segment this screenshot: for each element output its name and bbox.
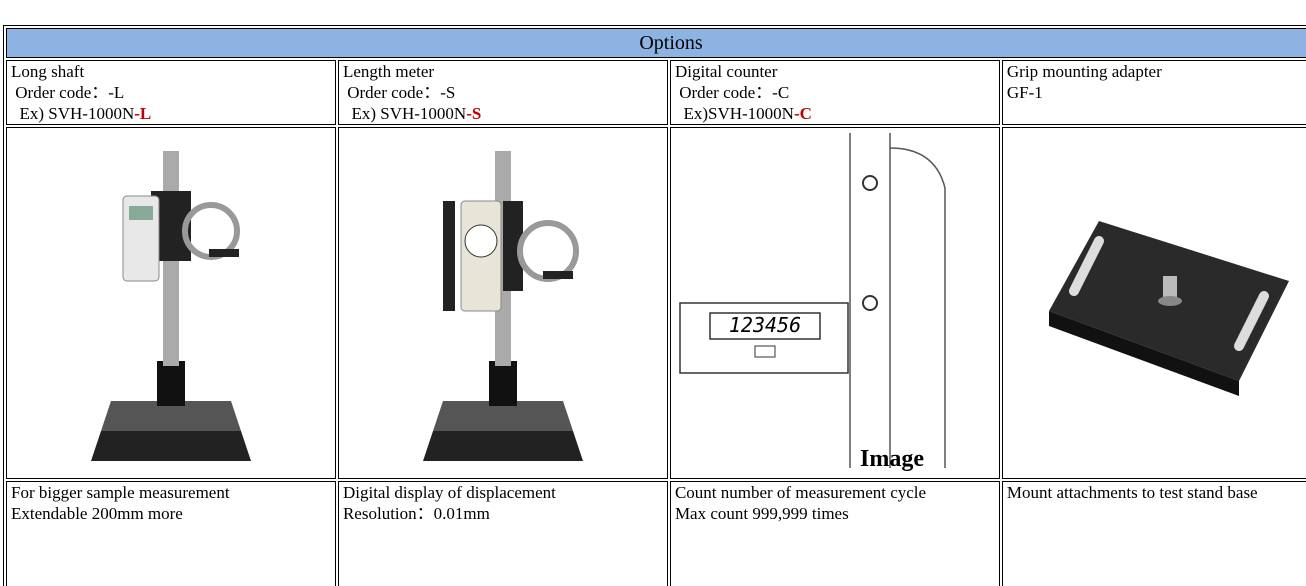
cell: Grip mounting adapter GF-1: [1001, 60, 1306, 125]
cell: Digital display of displacement Resolutio…: [337, 481, 668, 586]
cell: Mount attachments to test stand base: [1001, 481, 1306, 586]
description: For bigger sample measurement: [11, 483, 230, 502]
image-cell: [1001, 127, 1306, 479]
option-name: Grip mounting adapter: [1006, 62, 1162, 81]
description: Digital display of displacement: [342, 483, 556, 502]
counter-image: 123456 Image: [679, 133, 946, 472]
example: Ex)SVH-1000N-C: [675, 103, 995, 124]
options-table: Options Long shaft Order code：-L Ex) SVH…: [3, 25, 1306, 586]
description: Resolution：0.01mm: [342, 504, 490, 523]
order-code: Order code：-C: [674, 83, 790, 102]
cell: For bigger sample measurement Extendable …: [6, 481, 336, 586]
stand-image: [422, 150, 583, 461]
stand-image: [90, 150, 251, 461]
counter-display: 123456: [729, 313, 801, 337]
example-prefix: Ex)SVH-1000N: [674, 104, 794, 123]
image-cell: [337, 127, 668, 479]
image-caption: Image: [860, 446, 924, 472]
cell: Long shaft Order code：-L Ex) SVH-1000N-L: [6, 60, 336, 125]
example: Ex) SVH-1000N-L: [11, 103, 331, 124]
description: Mount attachments to test stand base: [1006, 483, 1258, 502]
image-cell: [6, 127, 336, 479]
example-suffix: -C: [793, 104, 812, 123]
example: Ex) SVH-1000N-S: [343, 103, 663, 124]
example-suffix: -L: [134, 104, 152, 123]
order-code: GF-1: [1006, 83, 1043, 102]
adapter-image: [1048, 220, 1289, 396]
option-name: Length meter: [342, 62, 435, 81]
order-code: Order code：-S: [342, 83, 456, 102]
description: Extendable 200mm more: [11, 504, 183, 523]
example-prefix: Ex) SVH-1000N: [11, 104, 135, 123]
cell: Count number of measurement cycle Max cou…: [669, 481, 1000, 586]
image-cell: 123456 Image: [669, 127, 1000, 479]
example-suffix: -S: [466, 104, 482, 123]
cell: Length meter Order code：-S Ex) SVH-1000N…: [337, 60, 668, 125]
option-name: Long shaft: [11, 62, 85, 81]
order-code: Order code：-L: [11, 83, 125, 102]
cell: Digital counter Order code：-C Ex)SVH-100…: [669, 60, 1000, 125]
example-prefix: Ex) SVH-1000N: [342, 104, 467, 123]
description: Max count 999,999 times: [674, 504, 849, 523]
description: Count number of measurement cycle: [674, 483, 927, 502]
table-title: Options: [6, 28, 1306, 58]
option-name: Digital counter: [674, 62, 778, 81]
